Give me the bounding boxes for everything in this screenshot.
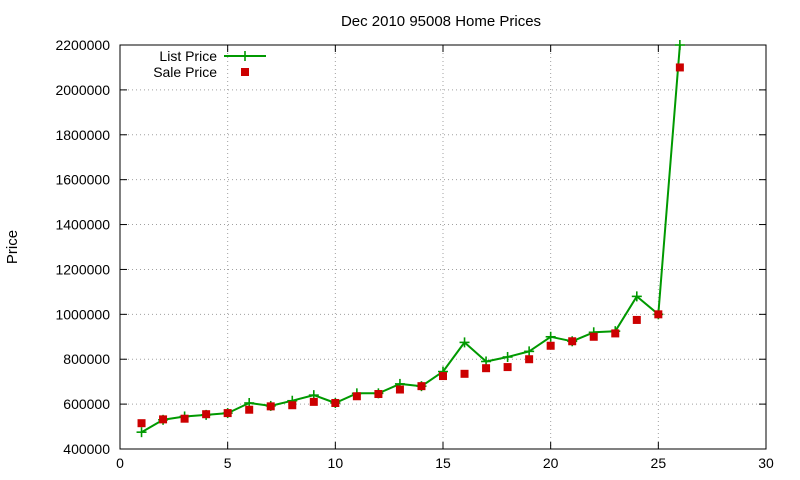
legend-marker xyxy=(241,68,249,76)
x-tick-label: 30 xyxy=(758,455,774,471)
list-price-point xyxy=(524,346,535,357)
sale-price-point xyxy=(374,390,383,399)
sale-price-point xyxy=(439,372,447,381)
list-price-point xyxy=(674,40,685,50)
y-tick-label: 2200000 xyxy=(55,37,110,53)
sale-price-point xyxy=(309,397,318,406)
sale-price-point xyxy=(266,402,275,411)
legend-marker xyxy=(240,51,250,61)
sale-price-point xyxy=(223,409,232,418)
grid xyxy=(120,45,766,449)
legend-label: List Price xyxy=(159,48,217,64)
sale-price-point xyxy=(245,405,254,414)
chart-title: Dec 2010 95008 Home Prices xyxy=(341,13,541,30)
list-price-point xyxy=(136,427,147,438)
sale-price-point xyxy=(331,398,340,407)
y-tick-label: 800000 xyxy=(63,351,110,367)
y-tick-label: 600000 xyxy=(63,396,110,412)
list-price-point xyxy=(502,351,513,362)
legend-label: Sale Price xyxy=(153,64,217,80)
y-axis: 400000 600000 800000 1000000 1200000 1400000 1… xyxy=(55,37,766,457)
series-layer xyxy=(136,40,685,438)
x-tick-label: 20 xyxy=(543,455,559,471)
sale-price-point xyxy=(180,414,189,423)
sale-price-point xyxy=(589,332,598,341)
sale-price-point xyxy=(352,392,361,401)
y-tick-label: 1600000 xyxy=(55,172,110,188)
y-tick-label: 1400000 xyxy=(55,217,110,233)
y-tick-label: 1200000 xyxy=(55,261,110,277)
y-tick-label: 1000000 xyxy=(55,306,110,322)
sale-price-point xyxy=(395,385,404,394)
sale-price-point xyxy=(417,382,426,391)
x-axis: 0 5 10 15 20 25 30 xyxy=(116,45,774,471)
sale-price-point xyxy=(654,310,663,319)
list-price-point xyxy=(459,337,470,348)
x-tick-label: 0 xyxy=(116,455,124,471)
sale-price-point xyxy=(137,419,146,428)
sale-price-point xyxy=(288,401,297,410)
y-tick-label: 1800000 xyxy=(55,127,110,143)
sale-price-point xyxy=(675,63,684,72)
sale-price-point xyxy=(546,341,555,350)
x-tick-label: 25 xyxy=(651,455,667,471)
sale-price-point xyxy=(611,329,620,338)
sale-price-point xyxy=(568,337,577,346)
sale-price-point xyxy=(159,415,168,424)
x-tick-label: 15 xyxy=(435,455,451,471)
x-tick-label: 10 xyxy=(328,455,344,471)
list-price-point xyxy=(545,331,556,342)
sale-price-point xyxy=(503,363,512,372)
x-tick-label: 5 xyxy=(224,455,232,471)
sale-price-point xyxy=(632,315,641,324)
sale-price-point xyxy=(460,369,469,378)
sale-price-point xyxy=(482,364,491,373)
series-line-list-price xyxy=(141,44,681,434)
sale-price-point xyxy=(525,355,534,364)
y-axis-label: Price xyxy=(4,230,21,264)
y-tick-label: 2000000 xyxy=(55,82,110,98)
list-price-point xyxy=(631,291,642,302)
y-tick-label: 400000 xyxy=(63,441,110,457)
sale-price-point xyxy=(202,410,211,419)
